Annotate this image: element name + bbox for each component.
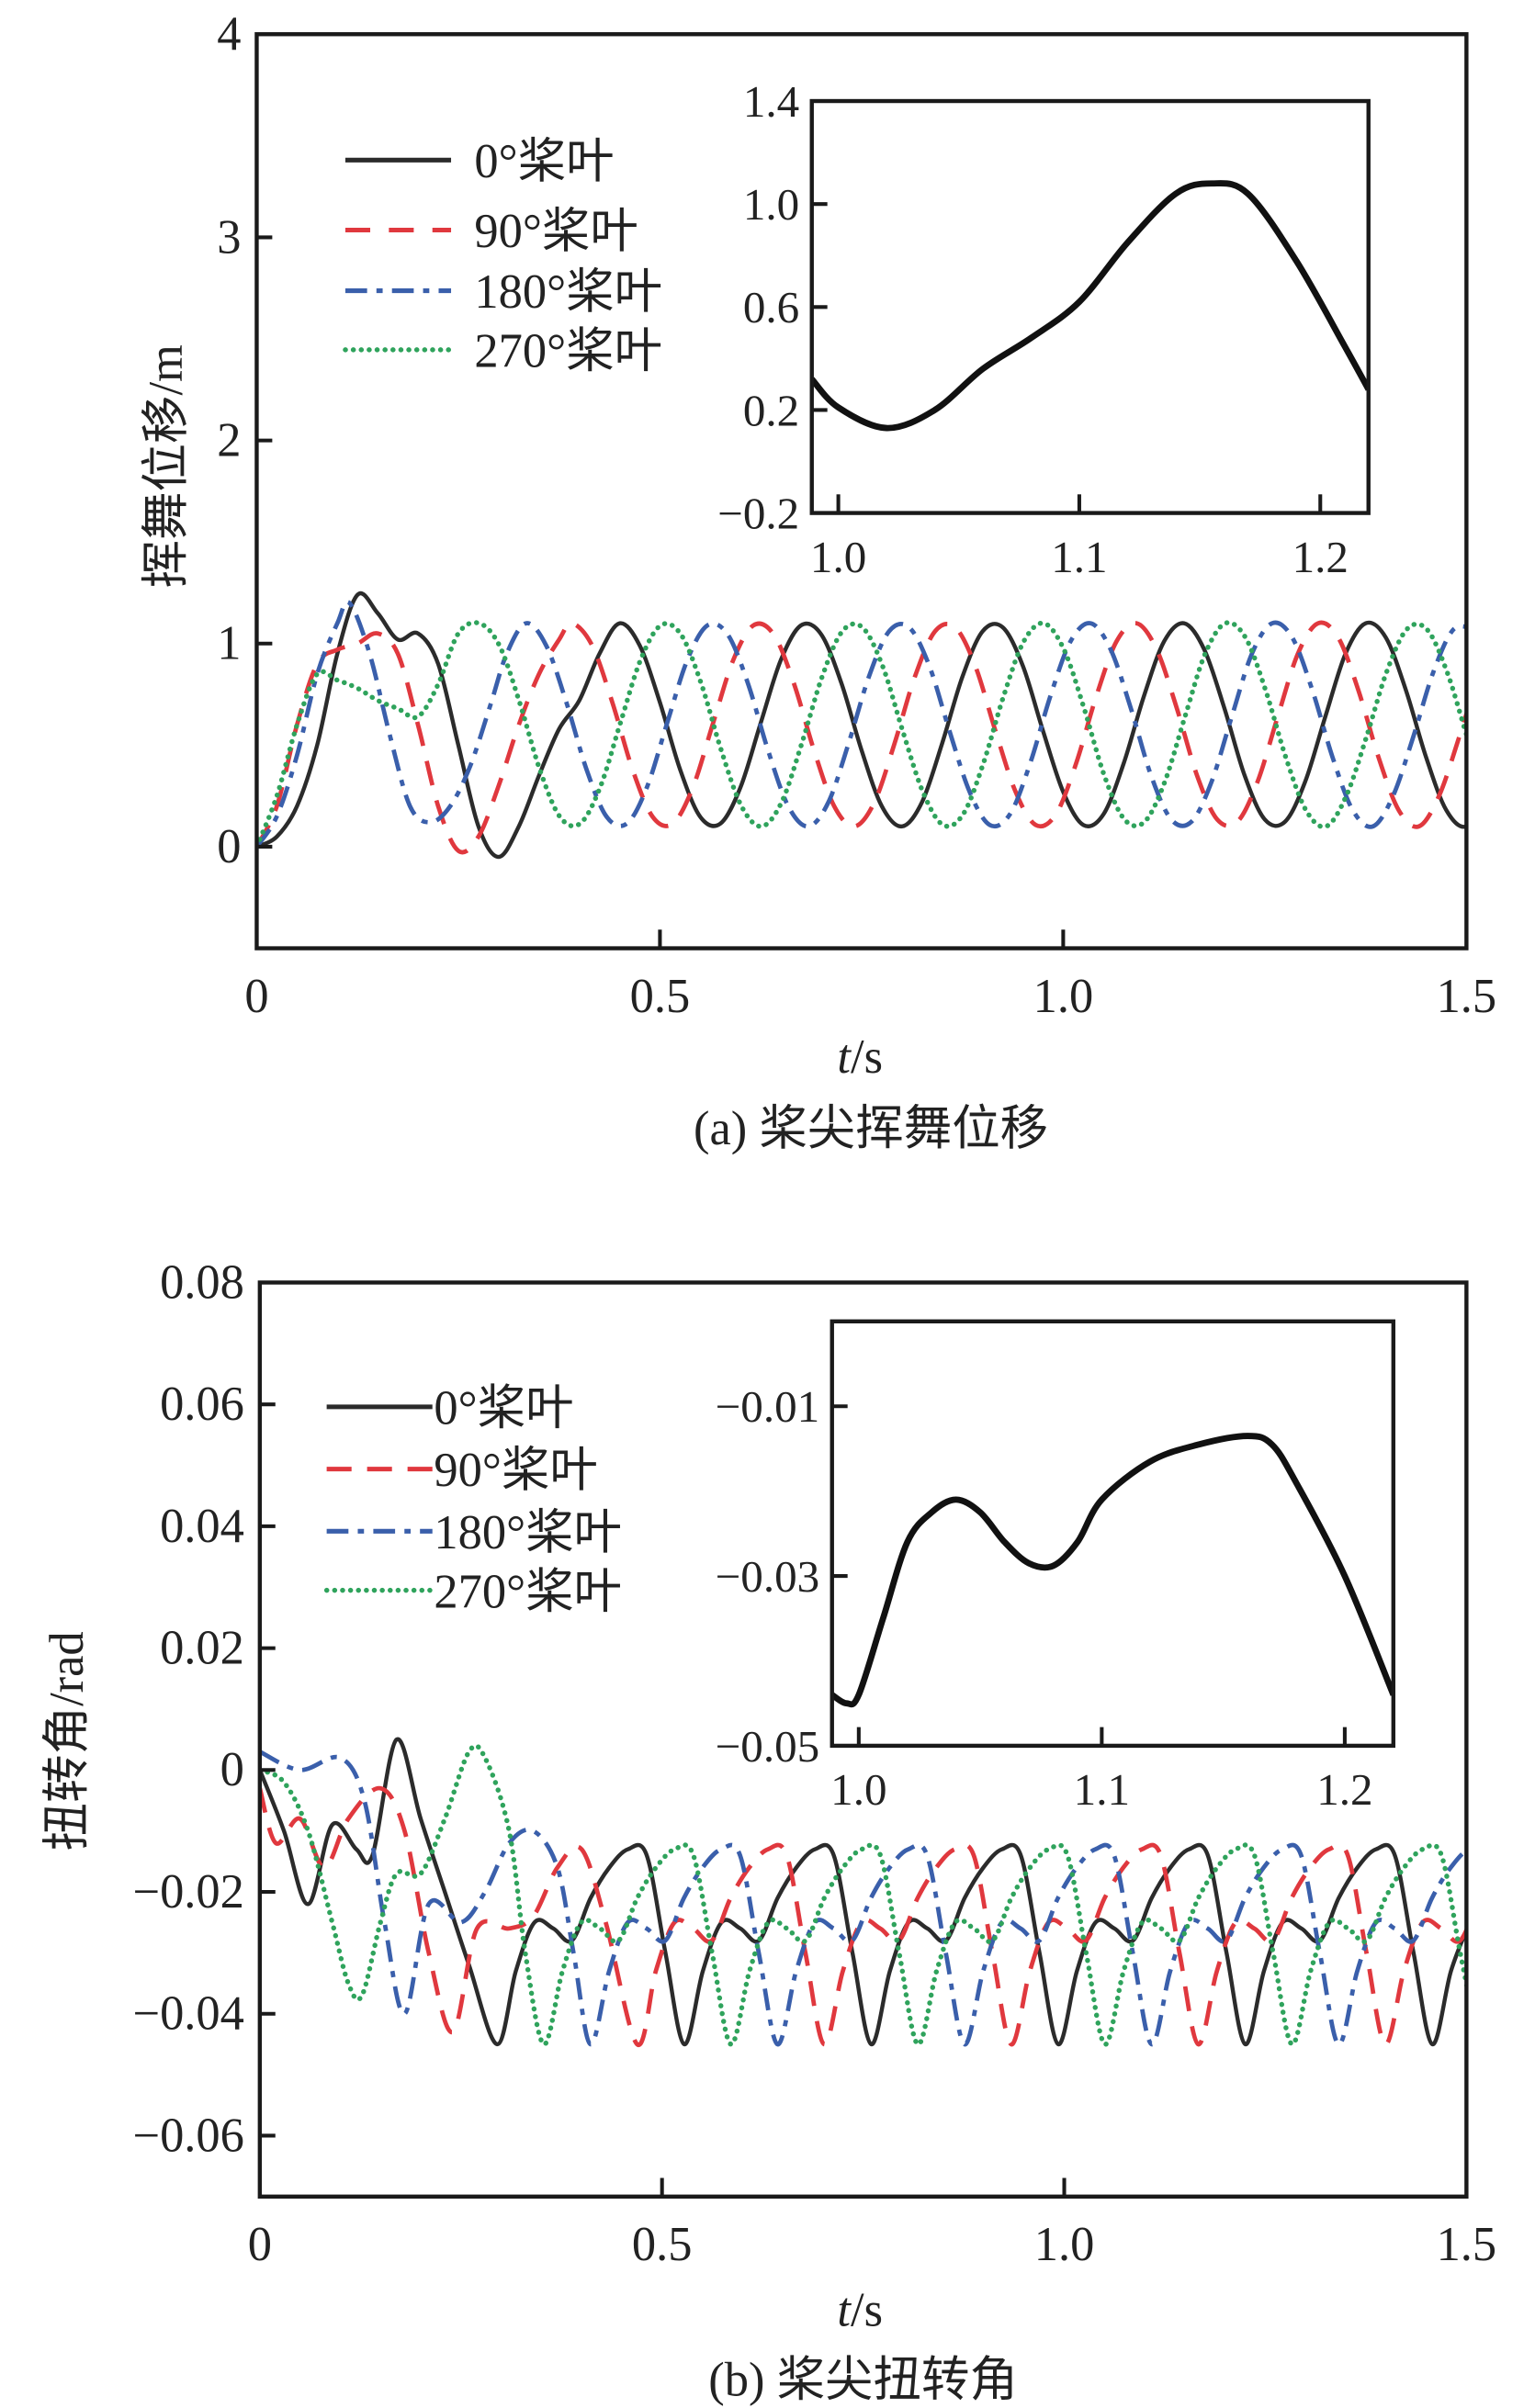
series-line-270deg xyxy=(256,620,1467,850)
x-axis-label: t/s xyxy=(837,1030,883,1084)
series-line-90deg xyxy=(256,620,1467,855)
x-tick-label: 1.5 xyxy=(1437,2218,1497,2271)
inset-background xyxy=(811,101,1369,513)
legend-label: 270°桨叶 xyxy=(434,1565,622,1618)
y-tick-label: 1.4 xyxy=(743,76,799,127)
x-tick-label: 1.0 xyxy=(830,1764,886,1815)
x-tick-label: 1.1 xyxy=(1051,532,1107,582)
y-tick-label: −0.04 xyxy=(132,1987,243,2041)
y-tick-label: −0.2 xyxy=(717,489,799,539)
x-tick-label: 1.0 xyxy=(1034,2218,1095,2271)
inset-background xyxy=(831,1321,1394,1746)
y-tick-label: −0.01 xyxy=(716,1381,820,1432)
legend: 0°桨叶 90°桨叶 180°桨叶 270°桨叶 xyxy=(323,1382,622,1618)
legend-label: 180°桨叶 xyxy=(474,265,662,319)
legend-item-270deg: 270°桨叶 xyxy=(323,1565,622,1618)
plot-area xyxy=(259,1737,1467,2047)
x-tick-label: 1.1 xyxy=(1074,1764,1130,1815)
inset-chart: −0.05 −0.03 −0.01 1.0 1.1 1.2 xyxy=(716,1319,1396,1815)
y-axis-label: 挥舞位移/m xyxy=(140,344,193,588)
y-tick-label: 3 xyxy=(217,210,241,264)
x-tick-label: 1.0 xyxy=(810,532,866,582)
inset-plot-area xyxy=(811,180,1369,432)
legend-label: 180°桨叶 xyxy=(434,1506,622,1559)
series-line-90deg xyxy=(259,1785,1467,2047)
torsion-angle-chart: −0.06 −0.04 −0.02 0 0.02 0.04 0.06 0.08 0 0.5 1.0 1… xyxy=(40,1255,1496,2406)
y-tick-label: 0.2 xyxy=(743,385,799,435)
legend: 0°桨叶 90°桨叶 180°桨叶 270°桨叶 xyxy=(343,135,662,377)
y-tick-label: −0.06 xyxy=(132,2109,243,2162)
x-axis-variable: t xyxy=(837,2283,852,2336)
series-line-180deg xyxy=(256,600,1467,849)
inset-series-line xyxy=(831,1433,1394,1708)
inset-axis-ticks: −0.2 0.2 0.6 1.0 1.4 1.0 1.1 1.2 xyxy=(717,76,1349,582)
x-axis-label: t/s xyxy=(837,2283,883,2336)
x-tick-label: 1.2 xyxy=(1292,532,1349,582)
inset-series-line xyxy=(811,180,1369,432)
inset-frame xyxy=(830,1319,1396,1749)
series-line-180deg xyxy=(259,1750,1467,2047)
axis-ticks: −0.06 −0.04 −0.02 0 0.02 0.04 0.06 0.08 0 0.5 1.0 1… xyxy=(132,1255,1496,2271)
legend-label: 0°桨叶 xyxy=(474,135,614,188)
x-tick-label: 1.0 xyxy=(1033,970,1094,1023)
plot-frame xyxy=(257,1280,1469,2199)
inset-axis-ticks: −0.05 −0.03 −0.01 1.0 1.1 1.2 xyxy=(716,1381,1373,1815)
y-tick-label: 0 xyxy=(220,1743,244,1796)
x-tick-label: 1.2 xyxy=(1316,1764,1372,1815)
axis-ticks: 0 1 2 3 4 0 0.5 1.0 1.5 xyxy=(217,7,1496,1023)
inset-chart: −0.2 0.2 0.6 1.0 1.4 1.0 1.1 1.2 xyxy=(717,76,1371,582)
legend-item-0deg: 0°桨叶 xyxy=(326,1382,574,1435)
legend-label: 90°桨叶 xyxy=(434,1444,597,1497)
x-tick-label: 0 xyxy=(248,2218,272,2271)
legend-item-90deg: 90°桨叶 xyxy=(344,205,638,258)
y-tick-label: 2 xyxy=(217,414,241,467)
y-tick-label: 1 xyxy=(217,617,241,670)
x-tick-label: 0.5 xyxy=(630,970,691,1023)
y-axis-label: 扭转角/rad xyxy=(40,1631,94,1851)
x-axis-variable: t xyxy=(837,1030,852,1084)
legend-item-0deg: 0°桨叶 xyxy=(344,135,615,188)
y-tick-label: 1.0 xyxy=(743,179,799,230)
chart-caption: (a) 桨尖挥舞位移 xyxy=(694,1102,1048,1155)
y-tick-label: 0.6 xyxy=(743,282,799,332)
x-tick-label: 1.5 xyxy=(1437,970,1497,1023)
chart-caption: (b) 桨尖扭转角 xyxy=(708,2353,1018,2406)
y-tick-label: 0.02 xyxy=(160,1622,244,1675)
series-line-270deg xyxy=(259,1743,1467,2047)
legend-item-180deg: 180°桨叶 xyxy=(326,1506,622,1559)
x-axis-unit: /s xyxy=(851,1030,883,1084)
legend-label: 0°桨叶 xyxy=(434,1382,573,1435)
x-tick-label: 0 xyxy=(244,970,268,1023)
plot-frame xyxy=(254,32,1469,951)
legend-item-90deg: 90°桨叶 xyxy=(326,1444,598,1497)
y-tick-label: 0.08 xyxy=(160,1255,244,1309)
x-axis-unit: /s xyxy=(851,2283,883,2336)
y-tick-label: 0.04 xyxy=(160,1500,244,1553)
legend-label: 90°桨叶 xyxy=(474,205,638,258)
legend-item-270deg: 270°桨叶 xyxy=(343,324,662,377)
y-tick-label: 4 xyxy=(217,7,241,61)
plot-area xyxy=(256,591,1467,860)
y-tick-label: −0.05 xyxy=(716,1721,820,1772)
inset-plot-area xyxy=(831,1433,1394,1708)
series-line-0deg xyxy=(256,591,1467,860)
y-tick-label: −0.02 xyxy=(132,1865,243,1919)
y-tick-label: 0.06 xyxy=(160,1378,244,1431)
legend-label: 270°桨叶 xyxy=(474,324,662,377)
x-tick-label: 0.5 xyxy=(632,2218,693,2271)
y-tick-label: 0 xyxy=(217,820,241,873)
y-tick-label: −0.03 xyxy=(716,1551,820,1602)
flap-displacement-chart: 0 1 2 3 4 0 0.5 1.0 1.5 挥舞位移/m t/s (a) 桨尖挥舞位移 0°… xyxy=(140,7,1496,1155)
legend-item-180deg: 180°桨叶 xyxy=(344,265,662,319)
